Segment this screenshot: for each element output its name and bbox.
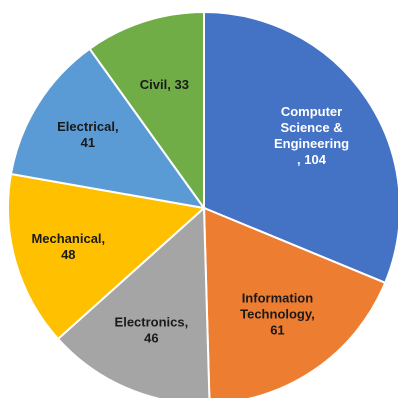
- slice-label-line: Civil, 33: [140, 77, 189, 92]
- slice-label-electronics: Electronics, 46: [115, 314, 189, 345]
- slice-label-line: , 104: [297, 152, 327, 167]
- slice-label-information-technology: Information Technology, 61: [240, 290, 315, 337]
- slice-label-line: Technology,: [240, 306, 315, 321]
- pie-slice-mechanical: [7, 172, 207, 341]
- slice-label-mechanical: Mechanical, 48: [31, 231, 105, 262]
- pie-slices: [7, 10, 398, 398]
- slice-label-electrical: Electrical, 41: [57, 119, 118, 150]
- slice-label-line: Electronics,: [115, 314, 189, 329]
- pie-slice-information-technology: [202, 206, 387, 398]
- pie-labels: Computer Science & Engineering, 104 Informa…: [31, 77, 349, 346]
- slice-label-line: Information: [242, 290, 314, 305]
- slice-label-line: 48: [61, 247, 75, 262]
- slice-label-computer-science-engineering: Computer Science & Engineering, 104: [274, 104, 349, 167]
- slice-label-line: Computer: [281, 104, 342, 119]
- slice-label-line: Mechanical,: [31, 231, 105, 246]
- slice-label-line: Electrical,: [57, 119, 118, 134]
- slice-label-line: 46: [144, 330, 158, 345]
- slice-label-line: 61: [270, 322, 284, 337]
- pie-slice-civil: [88, 10, 205, 212]
- slice-label-line: Engineering: [274, 136, 349, 151]
- pie-slice-electrical: [9, 47, 207, 210]
- pie-slice-electronics: [56, 205, 211, 398]
- slice-label-line: 41: [81, 135, 95, 150]
- slice-label-civil: Civil, 33: [140, 77, 189, 92]
- slice-label-line: Science &: [280, 120, 342, 135]
